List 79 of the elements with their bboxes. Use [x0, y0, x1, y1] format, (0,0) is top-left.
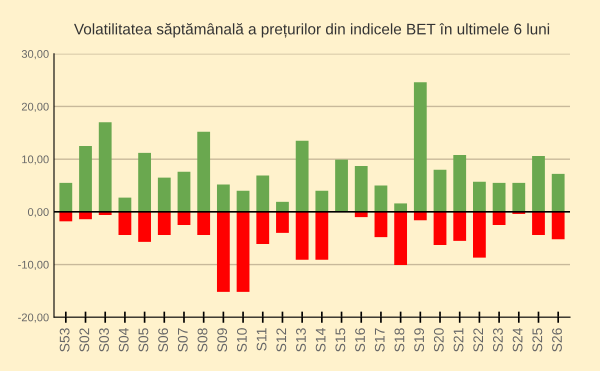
bar	[158, 178, 171, 212]
x-tick-label: S12	[276, 328, 286, 352]
bar	[178, 212, 190, 226]
bar	[118, 212, 132, 236]
bar	[178, 172, 190, 212]
y-tick-label: 20,00	[22, 102, 49, 112]
x-tick-label: S11	[256, 328, 266, 351]
bar	[492, 182, 506, 212]
x-tick-label: S18	[394, 328, 404, 352]
bar	[276, 202, 289, 212]
bar	[374, 212, 388, 238]
bar	[256, 212, 270, 244]
x-tick-label: S21	[454, 328, 464, 352]
x-tick-label: S04	[118, 328, 129, 352]
y-tick-label: 0,00	[28, 208, 49, 218]
bar	[552, 174, 565, 212]
bar	[59, 182, 72, 212]
x-tick-label: S08	[198, 328, 208, 352]
bar	[256, 175, 270, 212]
bar	[158, 212, 171, 236]
bar	[453, 154, 466, 212]
x-tick-label: S20	[434, 328, 444, 352]
bar	[492, 212, 506, 226]
chart-title: Volatilitatea săptămânală a prețurilor din indicele BET în ultimele 6 luni	[74, 23, 550, 38]
bar	[414, 212, 427, 220]
x-tick-label: S07	[178, 328, 188, 352]
x-tick-label: S23	[492, 328, 503, 352]
bar	[79, 146, 92, 212]
bar	[276, 212, 289, 233]
bar	[434, 170, 446, 212]
bar	[296, 212, 309, 260]
x-tick-label: S24	[512, 328, 523, 352]
bar	[236, 190, 250, 212]
bar	[473, 212, 486, 258]
bar	[552, 212, 565, 240]
bar	[453, 212, 466, 241]
y-tick-label: 30,00	[22, 50, 49, 60]
bar	[216, 212, 230, 292]
bar	[138, 212, 151, 242]
x-tick-label: S03	[99, 328, 109, 352]
x-tick-label: S13	[296, 328, 306, 352]
x-tick-label: S15	[335, 328, 346, 352]
x-tick-label: S53	[60, 328, 70, 352]
bar	[414, 82, 427, 212]
bar	[394, 212, 408, 266]
bar	[197, 132, 210, 212]
bar	[315, 190, 328, 212]
y-tick-label: 10,00	[22, 155, 49, 165]
x-tick-label: S06	[158, 328, 168, 352]
bar	[236, 212, 250, 292]
bar	[197, 212, 210, 236]
x-tick-label: S19	[414, 328, 424, 352]
x-tick-label: S02	[79, 328, 90, 352]
bar	[98, 122, 112, 212]
bar	[138, 152, 151, 212]
x-tick-label: S17	[374, 328, 385, 352]
bar	[532, 212, 545, 236]
bar	[315, 212, 328, 260]
bar	[512, 182, 526, 212]
bar	[473, 182, 486, 212]
bar	[118, 198, 132, 212]
bar	[374, 186, 388, 212]
bar	[532, 156, 545, 212]
x-tick-label: S25	[532, 328, 542, 352]
x-tick-label: S14	[316, 328, 326, 352]
bar	[296, 140, 309, 212]
bar	[354, 166, 368, 212]
x-tick-label: S09	[217, 328, 228, 352]
y-tick-label: -10,00	[18, 260, 49, 270]
x-tick-label: S26	[552, 328, 562, 352]
bar	[216, 184, 230, 212]
bar	[434, 212, 446, 246]
x-tick-label: S16	[355, 328, 365, 352]
y-tick-label: -20,00	[18, 313, 49, 323]
bar	[59, 212, 72, 222]
x-tick-label: S22	[473, 328, 484, 352]
x-tick-label: S05	[138, 328, 148, 352]
bar	[335, 160, 348, 212]
x-tick-label: S10	[236, 328, 247, 352]
